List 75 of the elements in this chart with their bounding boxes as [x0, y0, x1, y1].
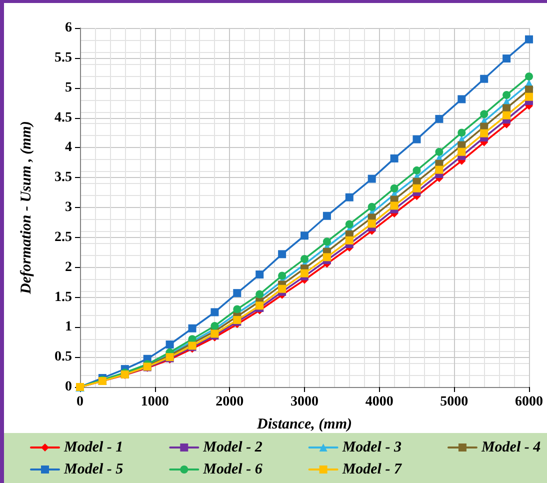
- legend-label: Model - 2: [202, 440, 263, 456]
- point: [233, 305, 242, 314]
- y-tick-label: 3: [65, 200, 72, 215]
- point: [525, 92, 533, 101]
- y-tick-label: 1: [65, 320, 72, 335]
- y-tick-label: 0.5: [54, 350, 72, 365]
- point: [345, 193, 354, 202]
- point: [480, 129, 488, 138]
- legend-label: Model - 7: [341, 462, 402, 478]
- point: [390, 202, 398, 210]
- legend-label: Model - 6: [202, 462, 263, 478]
- point: [300, 254, 308, 263]
- point: [502, 91, 511, 100]
- point: [480, 110, 488, 118]
- point: [300, 232, 308, 240]
- legend-label: Model - 3: [341, 440, 402, 456]
- point: [502, 111, 511, 120]
- point: [166, 340, 174, 349]
- point: [525, 72, 533, 80]
- point: [233, 289, 242, 298]
- point: [256, 290, 264, 298]
- point: [188, 324, 196, 332]
- y-tick-label: 1.5: [54, 290, 72, 305]
- point: [390, 184, 398, 192]
- point: [345, 236, 354, 244]
- x-tick-label: 5000: [440, 394, 468, 410]
- point: [210, 308, 219, 316]
- legend-label: Model - 5: [63, 462, 124, 478]
- x-tick-label: 6000: [515, 394, 543, 410]
- point: [435, 148, 444, 156]
- y-tick-label: 4.5: [54, 110, 72, 126]
- x-tick-label: 0: [76, 394, 84, 410]
- x-axis-title: Distance, (mm): [256, 416, 352, 432]
- point: [458, 128, 466, 137]
- point: [412, 184, 421, 192]
- point: [368, 174, 376, 183]
- y-tick-label: 6: [65, 20, 72, 36]
- point: [278, 250, 286, 258]
- point: [322, 253, 331, 262]
- x-tick-label: 1000: [140, 394, 169, 410]
- y-tick-label: 5.5: [54, 50, 72, 66]
- point: [435, 114, 444, 123]
- point: [210, 322, 219, 330]
- y-axis-title: Deformation - Usum , (mm): [18, 121, 34, 295]
- y-tick-label: 2: [65, 260, 72, 275]
- point: [502, 54, 511, 63]
- y-tick-label: 2.5: [54, 230, 72, 245]
- y-tick-label: 3.5: [54, 170, 72, 186]
- y-tick-label: 4: [65, 140, 72, 156]
- point: [368, 220, 376, 228]
- point: [525, 35, 533, 44]
- point: [412, 166, 421, 174]
- point: [278, 284, 286, 293]
- legend-label: Model - 4: [480, 440, 542, 456]
- x-tick-label: 4000: [365, 394, 394, 410]
- point: [345, 220, 354, 228]
- x-tick-label: 3000: [290, 394, 318, 410]
- legend-label: Model - 1: [63, 440, 124, 456]
- point: [502, 104, 511, 112]
- point: [322, 238, 331, 246]
- y-tick-label: 5: [65, 80, 72, 96]
- point: [300, 269, 308, 278]
- point: [435, 166, 444, 174]
- point: [256, 270, 264, 279]
- point: [412, 135, 421, 144]
- point: [390, 154, 398, 162]
- point: [525, 86, 533, 94]
- x-tick-label: 2000: [216, 394, 244, 410]
- point: [458, 148, 466, 156]
- point: [480, 74, 488, 83]
- point: [256, 302, 264, 310]
- point: [368, 202, 376, 211]
- point: [322, 212, 331, 220]
- y-tick-label: 0: [65, 380, 72, 394]
- point: [458, 95, 466, 104]
